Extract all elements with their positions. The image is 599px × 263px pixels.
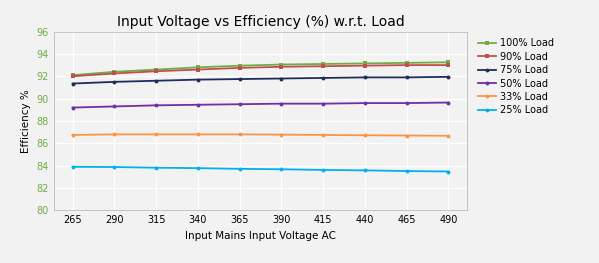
75% Load (445, 75, 452, 78)
Line: 100% Load: 100% Load (71, 60, 450, 77)
Line: 75% Load: 75% Load (71, 75, 450, 85)
Line: 33% Load: 33% Load (71, 133, 450, 138)
50% Load (194, 103, 201, 106)
90% Load (111, 72, 118, 75)
Line: 25% Load: 25% Load (71, 165, 450, 173)
75% Load (153, 79, 160, 82)
100% Load (69, 74, 76, 77)
50% Load (69, 106, 76, 109)
Y-axis label: Efficiency %: Efficiency % (21, 89, 31, 153)
75% Load (194, 78, 201, 81)
100% Load (153, 68, 160, 71)
50% Load (403, 102, 410, 105)
75% Load (320, 76, 327, 79)
100% Load (320, 62, 327, 65)
Line: 90% Load: 90% Load (71, 63, 450, 78)
50% Load (445, 101, 452, 104)
25% Load (445, 170, 452, 173)
50% Load (320, 102, 327, 105)
33% Load (445, 134, 452, 137)
90% Load (194, 68, 201, 71)
50% Load (153, 104, 160, 107)
75% Load (69, 82, 76, 85)
50% Load (111, 105, 118, 108)
33% Load (194, 133, 201, 136)
Title: Input Voltage vs Efficiency (%) w.r.t. Load: Input Voltage vs Efficiency (%) w.r.t. L… (117, 15, 404, 29)
33% Load (69, 133, 76, 136)
X-axis label: Input Mains Input Voltage AC: Input Mains Input Voltage AC (185, 231, 336, 241)
50% Load (236, 103, 243, 106)
33% Load (320, 133, 327, 136)
100% Load (403, 61, 410, 64)
75% Load (403, 76, 410, 79)
50% Load (361, 102, 368, 105)
75% Load (278, 77, 285, 80)
33% Load (153, 133, 160, 136)
50% Load (278, 102, 285, 105)
25% Load (403, 169, 410, 173)
25% Load (153, 166, 160, 169)
25% Load (194, 166, 201, 170)
100% Load (445, 61, 452, 64)
25% Load (320, 168, 327, 171)
90% Load (320, 65, 327, 68)
25% Load (236, 167, 243, 170)
90% Load (403, 63, 410, 67)
Legend: 100% Load, 90% Load, 75% Load, 50% Load, 33% Load, 25% Load: 100% Load, 90% Load, 75% Load, 50% Load,… (476, 36, 555, 117)
100% Load (361, 62, 368, 65)
33% Load (278, 133, 285, 136)
100% Load (278, 63, 285, 66)
100% Load (111, 70, 118, 73)
33% Load (111, 133, 118, 136)
100% Load (194, 66, 201, 69)
33% Load (403, 134, 410, 137)
33% Load (361, 134, 368, 137)
25% Load (69, 165, 76, 168)
33% Load (236, 133, 243, 136)
90% Load (278, 65, 285, 68)
75% Load (111, 80, 118, 83)
75% Load (236, 78, 243, 81)
90% Load (69, 75, 76, 78)
25% Load (111, 165, 118, 169)
25% Load (278, 168, 285, 171)
90% Load (361, 64, 368, 67)
100% Load (236, 64, 243, 67)
Line: 50% Load: 50% Load (71, 100, 450, 109)
75% Load (361, 76, 368, 79)
90% Load (236, 66, 243, 69)
90% Load (153, 70, 160, 73)
90% Load (445, 63, 452, 67)
25% Load (361, 169, 368, 172)
